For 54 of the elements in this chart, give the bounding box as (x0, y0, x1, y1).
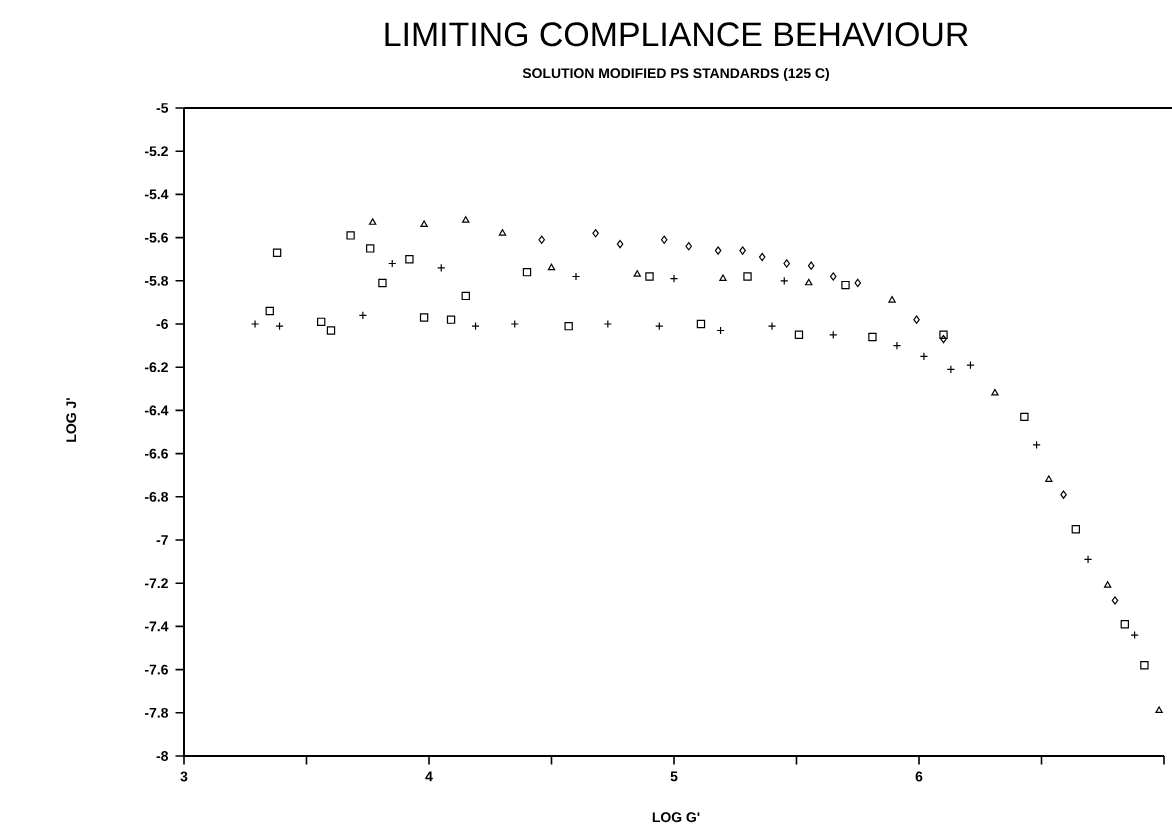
point (616, 239, 624, 249)
point (794, 330, 804, 339)
point (272, 248, 282, 257)
point (317, 317, 326, 327)
point (1103, 581, 1112, 588)
point (420, 220, 428, 228)
point (854, 278, 862, 288)
point (538, 235, 545, 244)
point (265, 306, 274, 316)
point (1111, 596, 1119, 605)
point (368, 218, 377, 225)
point (366, 244, 375, 253)
point (522, 267, 532, 277)
point (1140, 661, 1149, 670)
point (1045, 475, 1053, 482)
point (841, 280, 850, 290)
point (807, 261, 815, 270)
point (829, 272, 837, 281)
point (645, 272, 654, 281)
point (498, 229, 507, 236)
point (1155, 706, 1163, 714)
point (547, 263, 556, 271)
point (758, 252, 766, 262)
point (446, 315, 456, 324)
point (719, 274, 727, 282)
point (714, 246, 722, 255)
point (633, 270, 641, 277)
point (739, 246, 746, 255)
point (743, 272, 752, 281)
point (405, 255, 414, 264)
point (940, 334, 947, 344)
point (685, 242, 692, 251)
point (696, 319, 706, 329)
point (461, 291, 470, 301)
point (913, 315, 920, 324)
point (462, 216, 470, 223)
point (378, 278, 387, 288)
point (1071, 525, 1080, 534)
point (991, 388, 999, 396)
point (939, 330, 948, 339)
point (783, 259, 790, 268)
point (1020, 412, 1029, 422)
point (419, 313, 429, 322)
point (805, 278, 813, 286)
chart-title: LIMITING COMPLIANCE BEHAVIOUR (385, 22, 968, 47)
point (660, 235, 668, 244)
point (868, 332, 877, 342)
point (888, 296, 896, 303)
point (592, 229, 599, 238)
point (1120, 620, 1129, 629)
point (564, 321, 573, 331)
point (1060, 490, 1067, 499)
point (326, 326, 336, 335)
point (346, 231, 355, 240)
